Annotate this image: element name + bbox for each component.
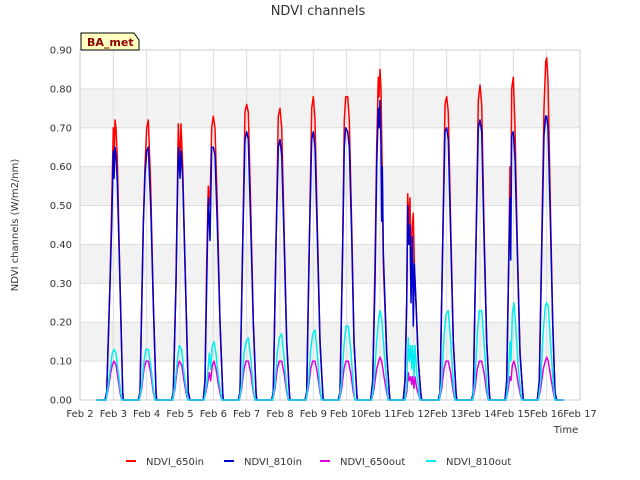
plot-background-bands (80, 50, 580, 400)
x-tick-label: Feb 17 (563, 409, 597, 420)
plot-band (80, 88, 580, 128)
legend-label: NDVI_650out (340, 457, 405, 468)
badge-label: BA_met (87, 36, 134, 49)
plot-band (80, 205, 580, 245)
badge: BA_met (80, 32, 140, 51)
x-tick-label: Feb 10 (330, 409, 364, 420)
y-tick-label: 0.20 (50, 318, 72, 329)
y-tick-label: 0.60 (50, 162, 72, 173)
plot-band (80, 50, 580, 89)
y-tick-label: 0.80 (50, 84, 72, 95)
plot-band (80, 127, 580, 167)
y-tick-label: 0.50 (50, 201, 72, 212)
y-tick-label: 0.10 (50, 357, 72, 368)
x-tick-label: Feb 14 (463, 409, 497, 420)
plot-band (80, 361, 580, 400)
y-tick-label: 0.00 (50, 396, 72, 407)
x-tick-label: Feb 15 (497, 409, 531, 420)
y-tick-label: 0.30 (50, 279, 72, 290)
x-tick-label: Feb 13 (430, 409, 464, 420)
x-tick-label: Feb 8 (266, 409, 293, 420)
y-tick-label: 0.70 (50, 123, 72, 134)
x-tick-label: Feb 16 (530, 409, 564, 420)
plot-band (80, 244, 580, 284)
badge-box (80, 32, 140, 51)
legend-label: NDVI_810in (244, 457, 302, 468)
y-tick-label: 0.90 (50, 46, 72, 57)
x-tick-label: Feb 11 (363, 409, 397, 420)
x-tick-label: Feb 4 (133, 409, 160, 420)
chart-title: NDVI channels (271, 4, 366, 19)
x-tick-label: Feb 3 (100, 409, 127, 420)
legend-label: NDVI_650in (146, 457, 204, 468)
y-tick-label: 0.40 (50, 240, 72, 251)
x-tick-label: Feb 9 (300, 409, 327, 420)
x-tick-label: Feb 2 (66, 409, 93, 420)
plot-band (80, 283, 580, 323)
y-axis-ticks: 0.00 0.10 0.20 0.30 0.40 0.50 0.60 0.70 0.80 0.90 (50, 46, 72, 407)
y-axis-label: NDVI channels (W/m2/nm) (10, 159, 21, 292)
x-tick-label: Feb 5 (166, 409, 193, 420)
series-line-ndvi_810in (96, 99, 564, 401)
legend: NDVI_650in NDVI_810in NDVI_650out NDVI_810o… (126, 457, 511, 468)
x-axis-ticks: Feb 2 Feb 3 Feb 4 Feb 5 Feb 6 Feb 7 Feb 8 Feb 9… (66, 409, 596, 420)
series-line-ndvi_810out (96, 302, 564, 401)
x-axis-label: Time (553, 425, 578, 436)
x-tick-label: Feb 12 (397, 409, 431, 420)
series-lines (96, 57, 564, 401)
legend-label: NDVI_810out (446, 457, 511, 468)
plot-band (80, 166, 580, 206)
x-tick-label: Feb 6 (200, 409, 227, 420)
plot-band (80, 322, 580, 362)
x-tick-label: Feb 7 (233, 409, 260, 420)
